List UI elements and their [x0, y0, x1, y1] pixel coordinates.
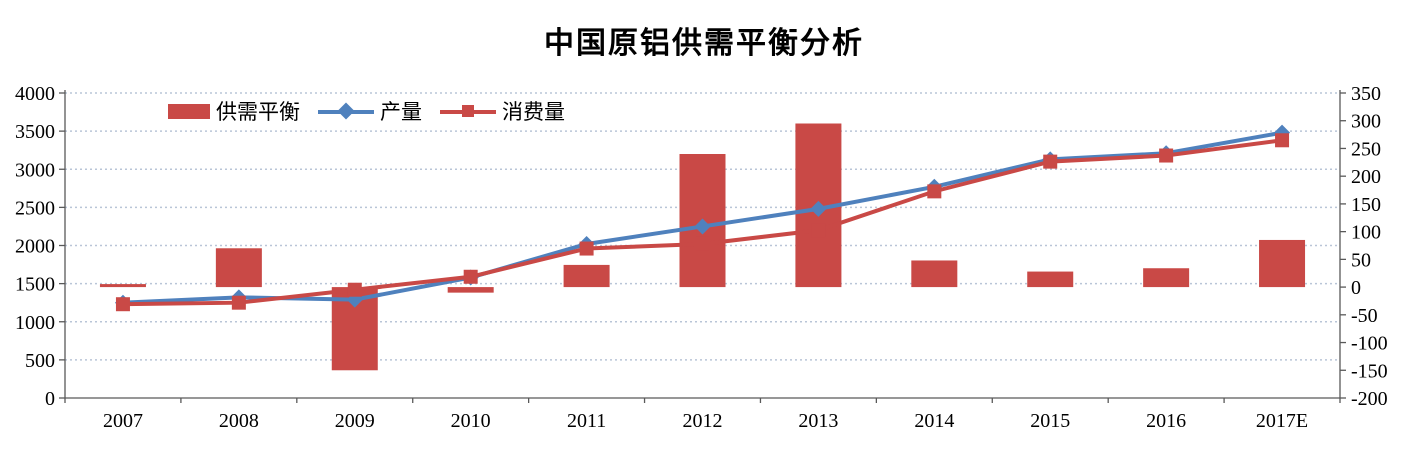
left-axis-label: 3500	[15, 121, 55, 143]
left-axis-label: 0	[45, 388, 55, 410]
left-axis-label: 4000	[15, 83, 55, 105]
right-axis-label: 0	[1351, 277, 1361, 299]
marker-square	[231, 295, 246, 310]
marker-diamond	[694, 218, 711, 235]
bar-balance	[1143, 268, 1190, 288]
right-axis-label: 250	[1351, 138, 1381, 160]
left-axis-label: 1000	[15, 312, 55, 334]
production-diamond-icon	[337, 102, 355, 119]
bar-balance	[1259, 239, 1306, 288]
x-axis-label: 2013	[798, 410, 838, 432]
right-axis-label: 100	[1351, 222, 1381, 244]
legend-item-balance: 供需平衡	[168, 96, 300, 126]
marker-square	[927, 184, 942, 199]
right-axis-label: -50	[1351, 305, 1378, 327]
x-axis-label: 2015	[1030, 410, 1070, 432]
bar-balance	[215, 248, 262, 288]
right-axis-label: 50	[1351, 249, 1371, 271]
right-axis-label: 350	[1351, 83, 1381, 105]
balance-bar-swatch-icon	[168, 103, 210, 119]
marker-diamond	[810, 200, 827, 217]
marker-square	[463, 269, 478, 284]
left-axis-label: 1500	[15, 274, 55, 296]
consumption-line-swatch-icon	[440, 104, 496, 119]
right-axis-label: -150	[1351, 360, 1388, 382]
x-axis-label: 2012	[683, 410, 723, 432]
legend-label-balance: 供需平衡	[216, 100, 300, 124]
right-axis-label: -100	[1351, 333, 1388, 355]
legend-label-production: 产量	[380, 100, 422, 124]
legend: 供需平衡 产量 消费量	[168, 96, 565, 126]
x-axis-label: 2010	[451, 410, 491, 432]
x-axis-label: 2014	[914, 410, 954, 432]
x-axis-label: 2007	[103, 410, 143, 432]
left-axis-label: 2500	[15, 197, 55, 219]
right-axis-label: 150	[1351, 194, 1381, 216]
bar-balance	[911, 260, 958, 288]
bar-balance	[1027, 271, 1074, 288]
legend-label-consumption: 消费量	[502, 100, 565, 124]
marker-square	[1159, 148, 1174, 163]
left-axis-label: 2000	[15, 236, 55, 258]
right-axis-label: -200	[1351, 388, 1388, 410]
legend-item-consumption: 消费量	[440, 96, 565, 126]
x-axis-label: 2011	[567, 410, 606, 432]
marker-square	[695, 236, 710, 251]
right-axis-label: 200	[1351, 166, 1381, 188]
left-axis-label: 3000	[15, 159, 55, 181]
marker-square	[579, 241, 594, 256]
right-axis-label: 300	[1351, 111, 1381, 133]
bar-balance	[447, 287, 494, 293]
marker-square	[1043, 154, 1058, 169]
marker-square	[811, 223, 826, 238]
x-axis-label: 2009	[335, 410, 375, 432]
bar-balance	[563, 264, 610, 288]
x-axis-label: 2017E	[1256, 410, 1308, 432]
marker-square	[1275, 133, 1290, 148]
production-line-swatch-icon	[318, 102, 374, 119]
marker-square	[347, 282, 362, 297]
left-axis-label: 500	[25, 350, 55, 372]
bar-balance	[99, 284, 146, 288]
legend-item-production: 产量	[318, 96, 422, 126]
x-axis-label: 2008	[219, 410, 259, 432]
consumption-square-icon	[462, 104, 474, 117]
x-axis-label: 2016	[1146, 410, 1186, 432]
marker-square	[115, 297, 130, 312]
chart-title: 中国原铝供需平衡分析	[544, 27, 864, 60]
